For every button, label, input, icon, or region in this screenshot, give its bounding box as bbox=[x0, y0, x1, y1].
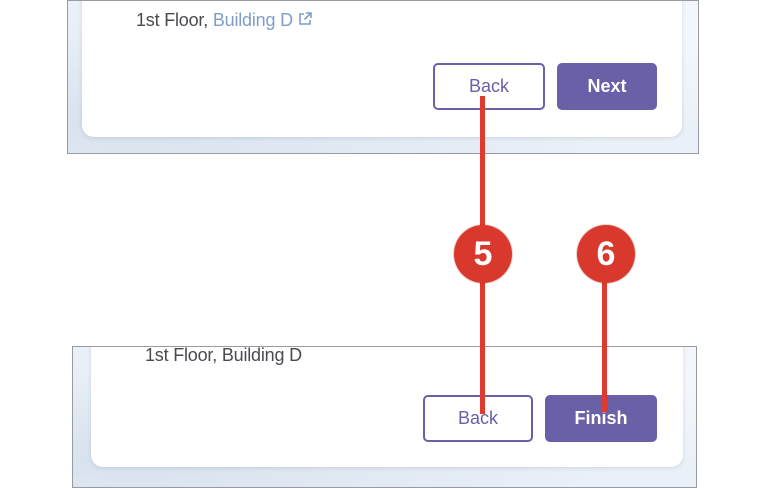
building-link-label: Building D bbox=[212, 10, 293, 30]
top-screenshot: 1st Floor, Building D Back Next bbox=[67, 0, 699, 154]
back-button[interactable]: Back bbox=[433, 63, 545, 110]
address-prefix: 1st Floor, bbox=[136, 10, 213, 30]
top-address: 1st Floor, Building D bbox=[136, 10, 313, 31]
back-button-final[interactable]: Back bbox=[423, 395, 533, 442]
external-link-icon bbox=[299, 12, 312, 25]
bottom-address: 1st Floor, Building D bbox=[145, 346, 302, 365]
callout-6-line bbox=[602, 254, 607, 412]
callout-5: 5 bbox=[454, 225, 512, 283]
bottom-screenshot: 1st Floor, Building D Back Finish bbox=[72, 346, 697, 488]
finish-button[interactable]: Finish bbox=[545, 395, 657, 442]
next-button[interactable]: Next bbox=[557, 63, 657, 110]
callout-6: 6 bbox=[577, 225, 635, 283]
building-link[interactable]: Building D bbox=[213, 10, 313, 30]
